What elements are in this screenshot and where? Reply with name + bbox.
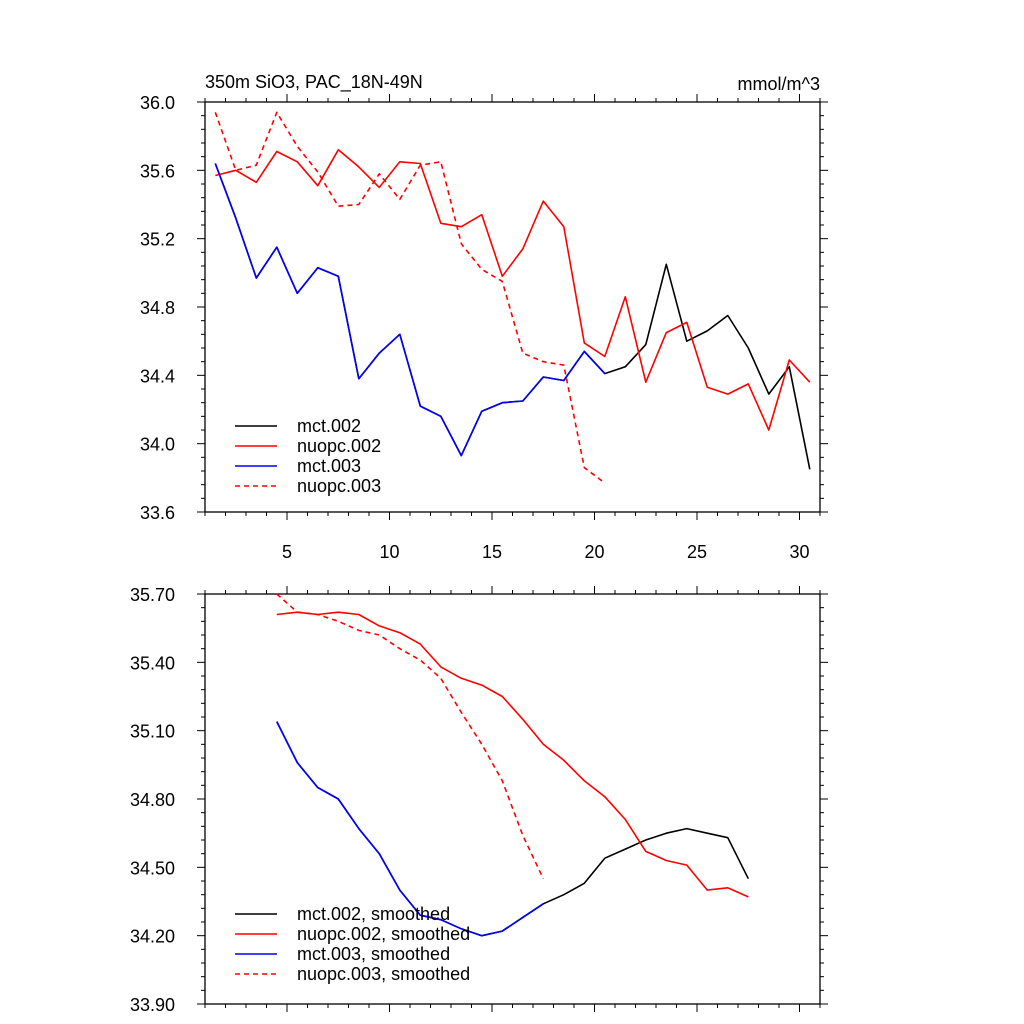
legend-label: mct.003 <box>297 456 361 476</box>
y-tick-label: 36.0 <box>140 93 175 113</box>
series-line <box>214 163 606 457</box>
series-line <box>276 721 544 937</box>
y-tick-label: 35.10 <box>130 722 175 742</box>
legend-label: mct.002, smoothed <box>297 904 450 924</box>
y-tick-label: 33.90 <box>130 995 175 1015</box>
y-tick-label: 35.6 <box>140 161 175 181</box>
y-tick-label: 34.0 <box>140 435 175 455</box>
series-line <box>276 611 749 898</box>
x-tick-label: 20 <box>584 542 604 562</box>
legend-label: mct.003, smoothed <box>297 944 450 964</box>
y-tick-label: 34.80 <box>130 790 175 810</box>
y-tick-label: 35.2 <box>140 230 175 250</box>
series-line <box>276 593 545 880</box>
series-line <box>214 111 606 484</box>
x-tick-label: 10 <box>379 542 399 562</box>
y-tick-label: 34.4 <box>140 366 175 386</box>
legend-label: nuopc.003, smoothed <box>297 964 470 984</box>
chart-panel-bottom: 33.90 34.20 34.50 34.80 35.10 35.40 35.70 mct.0… <box>130 585 828 1015</box>
legend-label: nuopc.003 <box>297 476 381 496</box>
legend-label: nuopc.002, smoothed <box>297 924 470 944</box>
y-tick-label: 35.40 <box>130 653 175 673</box>
y-tick-label: 34.8 <box>140 298 175 318</box>
y-tick-label: 34.50 <box>130 858 175 878</box>
series-line <box>215 149 811 431</box>
y-tick-label: 35.70 <box>130 585 175 605</box>
y-tick-label: 33.6 <box>140 503 175 523</box>
x-tick-label: 5 <box>282 542 292 562</box>
legend-label: mct.002 <box>297 416 361 436</box>
y-tick-label: 34.20 <box>130 927 175 947</box>
legend-label: nuopc.002 <box>297 436 381 456</box>
chart-title: 350m SiO3, PAC_18N-49N <box>205 72 423 93</box>
x-tick-label: 30 <box>789 542 809 562</box>
x-tick-label: 25 <box>687 542 707 562</box>
chart-panel-top: 350m SiO3, PAC_18N-49N mmol/m^3 5 10 15 20 25 3… <box>140 72 828 562</box>
x-tick-label: 15 <box>482 542 502 562</box>
units-label: mmol/m^3 <box>738 74 820 94</box>
